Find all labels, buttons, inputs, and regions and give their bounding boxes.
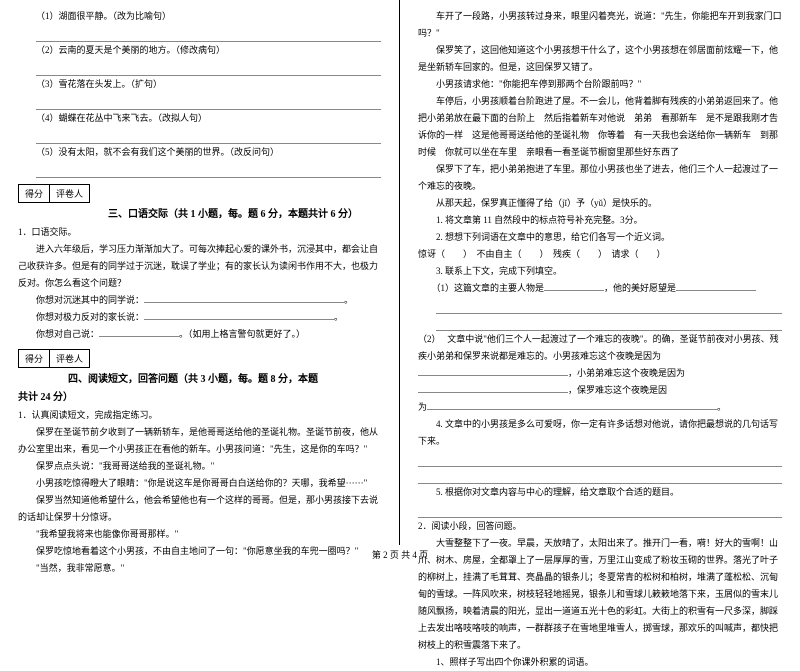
word-wei: 为 bbox=[418, 402, 427, 412]
blank bbox=[99, 326, 179, 337]
sec3-prompt: 你想对极力反对的家长说： bbox=[18, 312, 144, 322]
q-item: （4）蝴蝶在花丛中飞来飞去。（改拟人句） bbox=[18, 110, 381, 127]
sub-q-line: 惊讶（ ） 不由自主（ ） 残疾（ ） 请求（ ） bbox=[418, 246, 782, 263]
sec3-para: 进入六年级后，学习压力渐渐加大了。可每次捧起心爱的课外书，沉浸其中，都会让自己收… bbox=[18, 241, 381, 292]
blank bbox=[418, 382, 568, 393]
answer-line bbox=[36, 25, 381, 42]
answer-line bbox=[36, 93, 381, 110]
blank bbox=[418, 365, 568, 376]
period: 。 bbox=[717, 402, 726, 412]
grader-cell: 评卷人 bbox=[49, 184, 90, 203]
q-item: （1）湖面很平静。（改为比喻句） bbox=[18, 8, 381, 25]
reading-2: 2．阅读小段，回答问题。 bbox=[418, 518, 782, 535]
q-item: （5）没有太阳，就不会有我们这个美丽的世界。（改反问句） bbox=[18, 144, 381, 161]
score-cell: 得分 bbox=[18, 349, 50, 368]
sub-q: 4. 文章中的小男孩是多么可爱呀，你一定有许多话想对他说，请你把最想说的几句话写… bbox=[418, 416, 782, 450]
sub-q-part: （2） 文章中说"他们三个人一起渡过了一个难忘的夜晚"。的确，圣诞节前夜对小男孩… bbox=[418, 331, 782, 365]
grader-cell: 评卷人 bbox=[49, 349, 90, 368]
answer-line bbox=[418, 467, 782, 484]
sec3-q: 1．口语交际。 bbox=[18, 224, 381, 241]
sec3-prompt: 你想对自己说： bbox=[18, 329, 99, 339]
sub-q-tail: ，保罗难忘这个夜晚是因 bbox=[568, 385, 667, 395]
sub-q: 2. 想想下列词语在文章中的意思，给它们各写一个近义词。 bbox=[418, 229, 782, 246]
blank bbox=[144, 309, 334, 320]
section-4-title-tail: 共计 24 分） bbox=[18, 389, 381, 407]
q-item: （2）云南的夏天是个美丽的地方。（修改病句） bbox=[18, 42, 381, 59]
sub-q: 1. 将文章第 11 自然段中的标点符号补充完整。3分。 bbox=[418, 212, 782, 229]
score-cell: 得分 bbox=[18, 184, 50, 203]
passage-para: 车开了一段路，小男孩转过身来，眼里闪着亮光，说道："先生，你能把车开到我家门口吗… bbox=[418, 8, 782, 42]
passage-para: 保罗下了车，把小弟弟抱进了车里。那位小男孩也坐了进去，他们三个人一起渡过了一个难… bbox=[418, 161, 782, 195]
score-box: 得分 评卷人 bbox=[18, 349, 381, 368]
answer-line bbox=[36, 59, 381, 76]
blank bbox=[544, 280, 604, 291]
passage-para: 保罗在圣诞节前夕收到了一辆新轿车，是他哥哥送给他的圣诞礼物。圣诞节前夜，他从办公… bbox=[18, 424, 381, 458]
right-column: 车开了一段路，小男孩转过身来，眼里闪着亮光，说道："先生，你能把车开到我家门口吗… bbox=[400, 0, 800, 545]
passage-para: 从那天起，保罗真正懂得了给（jǐ）予（yǔ）是快乐的。 bbox=[418, 195, 782, 212]
page-footer: 第 2 页 共 4 页 bbox=[0, 548, 800, 561]
answer-line bbox=[418, 450, 782, 467]
answer-line bbox=[36, 161, 381, 178]
blank bbox=[144, 292, 344, 303]
score-box: 得分 评卷人 bbox=[18, 184, 381, 203]
reading-2-q: 1、照样子写出四个你课外积累的词语。 bbox=[418, 654, 782, 671]
passage-para: "我希望我将来也能像你哥哥那样。" bbox=[18, 526, 381, 543]
passage-para: "当然，我非常愿意。" bbox=[18, 560, 381, 577]
answer-line bbox=[436, 314, 782, 331]
answer-line bbox=[418, 501, 782, 518]
answer-line bbox=[36, 127, 381, 144]
sec3-prompt: 你想对沉迷其中的同学说： bbox=[18, 295, 144, 305]
passage-para: 保罗点点头说："我哥哥送给我的圣诞礼物。" bbox=[18, 458, 381, 475]
sub-q-tail: ，小弟弟难忘这个夜晚是因为 bbox=[568, 368, 685, 378]
sec4-q: 1．认真阅读短文，完成指定练习。 bbox=[18, 407, 381, 424]
passage-para: 车停后，小男孩顺着台阶跑进了屋。不一会儿，他背着脚有残疾的小弟弟返回来了。他把小… bbox=[418, 93, 782, 161]
section-3-title: 三、口语交际（共 1 小题，每。题 6 分，本题共计 6 分） bbox=[18, 206, 381, 224]
q-item: （3）雪花落在头发上。（扩句） bbox=[18, 76, 381, 93]
left-column: （1）湖面很平静。（改为比喻句） （2）云南的夏天是个美丽的地方。（修改病句） … bbox=[0, 0, 400, 545]
blank bbox=[676, 280, 756, 291]
passage-para: 小男孩请求他："你能把车停到那两个台阶跟前吗？" bbox=[418, 76, 782, 93]
sub-q-tail: ，他的美好愿望是 bbox=[604, 283, 676, 293]
blank bbox=[427, 399, 717, 410]
section-4-title: 四、阅读短文，回答问题（共 3 小题，每。题 8 分，本题 bbox=[18, 371, 381, 389]
passage-para: 小男孩吃惊得瞪大了眼睛："你是说这车是你哥哥白白送给你的？天哪，我希望·····… bbox=[18, 475, 381, 492]
sub-q: 5. 根据你对文章内容与中心的理解，给文章取个合适的题目。 bbox=[418, 484, 782, 501]
answer-line bbox=[436, 297, 782, 314]
sub-q-part: （1）这篇文章的主要人物是 bbox=[418, 283, 544, 293]
passage-para: 保罗笑了，这回他知道这个小男孩想干什么了，这个小男孩想在邻居面前炫耀一下，他是坐… bbox=[418, 42, 782, 76]
passage-para: 保罗当然知道他希望什么，他会希望他也有一个这样的哥哥。但是，那小男孩接下去说的话… bbox=[18, 492, 381, 526]
sub-q: 3. 联系上下文，完成下列填空。 bbox=[418, 263, 782, 280]
sec3-tail: 。（如用上格言警句就更好了。） bbox=[179, 329, 305, 339]
